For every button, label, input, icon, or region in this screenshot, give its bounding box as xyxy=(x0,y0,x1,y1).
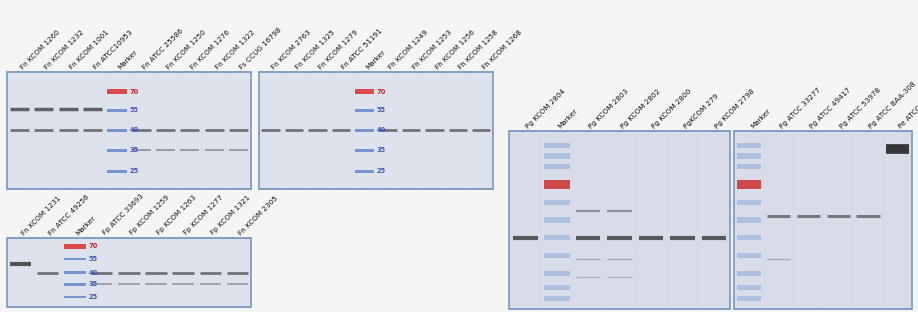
Text: Fn KCOM 1322: Fn KCOM 1322 xyxy=(214,29,256,70)
Bar xyxy=(64,244,86,249)
Text: Pe ATCC 35406: Pe ATCC 35406 xyxy=(898,87,918,129)
Bar xyxy=(354,129,374,132)
Text: Fn ATCC10953: Fn ATCC10953 xyxy=(93,29,134,70)
FancyBboxPatch shape xyxy=(509,131,730,309)
Text: 70: 70 xyxy=(89,243,98,249)
Text: Fn KCOM 1276: Fn KCOM 1276 xyxy=(190,29,231,70)
Text: 40: 40 xyxy=(129,127,139,133)
Text: Pg ATCC 49417: Pg ATCC 49417 xyxy=(809,86,852,129)
Bar xyxy=(543,164,569,169)
Text: Fn KCOM 1260: Fn KCOM 1260 xyxy=(19,29,62,70)
Text: Marker: Marker xyxy=(556,108,578,129)
Text: Fn KCOM 1231: Fn KCOM 1231 xyxy=(21,195,62,236)
Text: Pg ATCC 53978: Pg ATCC 53978 xyxy=(838,86,881,129)
FancyBboxPatch shape xyxy=(7,72,251,189)
Text: Fp KCOM 1321: Fp KCOM 1321 xyxy=(210,195,252,236)
Text: 55: 55 xyxy=(376,107,386,113)
FancyBboxPatch shape xyxy=(259,72,493,189)
Text: 25: 25 xyxy=(129,168,139,174)
Text: Fp KCOM 1277: Fp KCOM 1277 xyxy=(183,195,225,236)
Text: Marker: Marker xyxy=(749,108,771,129)
Text: Fn ATCC 49256: Fn ATCC 49256 xyxy=(48,193,91,236)
Bar xyxy=(543,143,569,148)
Text: Fh KCOM 1249: Fh KCOM 1249 xyxy=(387,29,430,70)
Bar xyxy=(354,149,374,152)
Bar xyxy=(64,271,86,274)
Text: 55: 55 xyxy=(129,107,139,113)
Text: Fh KCOM 1268: Fh KCOM 1268 xyxy=(481,29,523,70)
Bar xyxy=(106,149,127,152)
FancyBboxPatch shape xyxy=(734,131,912,309)
Bar xyxy=(737,271,761,276)
Bar xyxy=(737,295,761,301)
Text: Pg KCOM 2804: Pg KCOM 2804 xyxy=(525,88,567,129)
Text: Fn KCOM 1279: Fn KCOM 1279 xyxy=(318,29,359,70)
Bar xyxy=(354,109,374,112)
FancyBboxPatch shape xyxy=(7,238,251,307)
Text: Pg ATCC BAA-308: Pg ATCC BAA-308 xyxy=(868,80,917,129)
Text: Pg KCOM 2800: Pg KCOM 2800 xyxy=(651,88,693,129)
Text: 25: 25 xyxy=(376,168,386,174)
Text: Fp KCOM 1263: Fp KCOM 1263 xyxy=(156,195,197,236)
Bar xyxy=(543,271,569,276)
Text: Fn KCOM 2305: Fn KCOM 2305 xyxy=(237,195,279,236)
Bar xyxy=(106,170,127,173)
Text: Fp ATCC 33693: Fp ATCC 33693 xyxy=(102,193,145,236)
Text: Pg ATCC 33277: Pg ATCC 33277 xyxy=(778,86,823,129)
Text: Fn ATCC 25586: Fn ATCC 25586 xyxy=(141,27,185,70)
Text: Fn KCOM 1232: Fn KCOM 1232 xyxy=(44,29,85,70)
Text: 25: 25 xyxy=(89,294,98,300)
Bar xyxy=(737,253,761,258)
Bar xyxy=(64,258,86,260)
Text: Fn KCOM 2763: Fn KCOM 2763 xyxy=(271,29,312,70)
Bar xyxy=(64,296,86,298)
Bar xyxy=(737,217,761,223)
Text: 35: 35 xyxy=(89,281,98,287)
Bar xyxy=(543,253,569,258)
Bar xyxy=(543,295,569,301)
Text: 35: 35 xyxy=(129,147,139,153)
Text: Pg KCOM 2798: Pg KCOM 2798 xyxy=(714,88,756,129)
Bar xyxy=(543,153,569,159)
Text: Fh KCOM 1256: Fh KCOM 1256 xyxy=(434,29,476,70)
Bar xyxy=(543,235,569,241)
Text: 40: 40 xyxy=(376,127,386,133)
Bar xyxy=(737,179,761,189)
Bar xyxy=(543,217,569,223)
Bar xyxy=(354,89,374,94)
Bar xyxy=(106,109,127,112)
Bar xyxy=(543,179,569,189)
Bar xyxy=(737,143,761,148)
Bar xyxy=(737,285,761,290)
Bar xyxy=(737,200,761,205)
Text: Pg KCOM 2802: Pg KCOM 2802 xyxy=(620,88,662,129)
Bar xyxy=(543,285,569,290)
Text: Pg KCOM 2803: Pg KCOM 2803 xyxy=(588,88,630,129)
Text: PgKCOM 279: PgKCOM 279 xyxy=(683,92,720,129)
Bar xyxy=(106,89,127,94)
Bar xyxy=(106,129,127,132)
Text: Marker: Marker xyxy=(364,48,386,70)
Text: Fn ATCC 51191: Fn ATCC 51191 xyxy=(341,27,384,70)
Text: Fp KCOM 1259: Fp KCOM 1259 xyxy=(129,195,171,236)
Text: Fn KCOM 1001: Fn KCOM 1001 xyxy=(68,29,110,70)
Text: 55: 55 xyxy=(89,256,97,262)
Text: Fh KCOM 1258: Fh KCOM 1258 xyxy=(458,29,499,70)
Text: Fn KCOM 1250: Fn KCOM 1250 xyxy=(165,29,207,70)
Text: Fh KCOM 1253: Fh KCOM 1253 xyxy=(411,29,453,70)
Text: 40: 40 xyxy=(89,270,98,276)
Text: Marker: Marker xyxy=(117,48,139,70)
Bar xyxy=(737,164,761,169)
Text: Fs CCUG 16798: Fs CCUG 16798 xyxy=(239,26,283,70)
Text: 70: 70 xyxy=(129,89,139,95)
Text: Fn KCOM 1325: Fn KCOM 1325 xyxy=(294,29,336,70)
Bar xyxy=(543,200,569,205)
Text: 70: 70 xyxy=(376,89,386,95)
Bar xyxy=(737,153,761,159)
Bar xyxy=(354,170,374,173)
Bar xyxy=(737,235,761,241)
Bar xyxy=(64,283,86,286)
Text: 35: 35 xyxy=(376,147,386,153)
Text: Marker: Marker xyxy=(75,214,97,236)
